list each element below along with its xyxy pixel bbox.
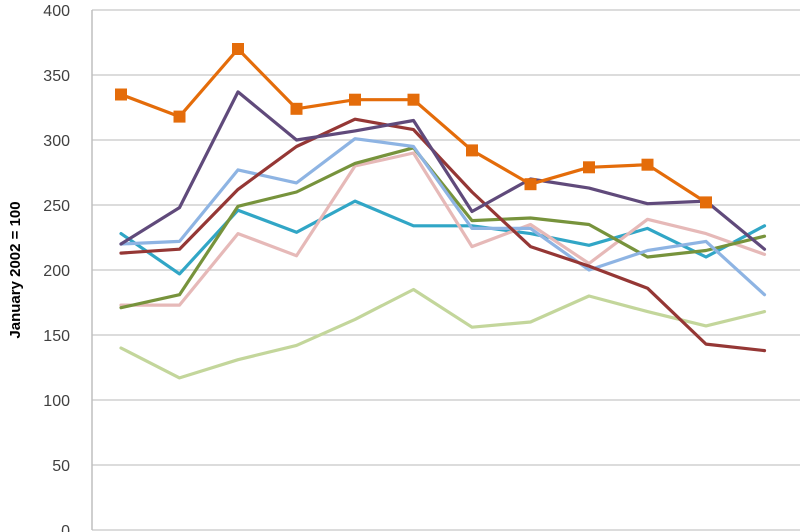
series-line [119, 287, 767, 380]
series-4 [119, 137, 767, 297]
series-5 [119, 146, 767, 310]
y-axis-ticks: 0 50 100 150 200 250 300 350 400 [43, 3, 70, 532]
series-6 [119, 151, 767, 307]
data-point-marker [700, 196, 712, 209]
data-point-marker [583, 161, 595, 174]
series-2 [119, 90, 767, 251]
data-point-marker [115, 88, 127, 101]
series-line [119, 47, 708, 204]
data-point-marker [524, 178, 537, 191]
data-point-marker [641, 158, 654, 171]
series-line [119, 151, 767, 307]
series-1 [115, 43, 712, 209]
y-tick-label: 350 [43, 68, 70, 85]
data-point-marker [173, 110, 186, 123]
y-tick-label: 150 [43, 328, 70, 345]
y-tick-label: 300 [43, 133, 70, 150]
series-line [119, 137, 767, 297]
y-tick-label: 250 [43, 198, 70, 215]
data-point-marker [466, 144, 478, 157]
y-tick-label: 100 [43, 393, 70, 410]
gridlines [92, 9, 800, 531]
y-tick-label: 0 [61, 523, 70, 532]
series-8 [119, 287, 767, 380]
series-line [119, 146, 767, 310]
series-group [115, 43, 767, 380]
y-tick-label: 400 [43, 3, 70, 20]
series-line [119, 117, 767, 353]
y-tick-label: 200 [43, 263, 70, 280]
data-point-marker [349, 93, 361, 106]
data-point-marker [407, 93, 420, 106]
data-point-marker [232, 43, 244, 55]
y-tick-label: 50 [52, 458, 70, 475]
series-line [119, 90, 767, 251]
y-axis-label: January 2002 = 100 [7, 201, 24, 338]
series-3 [119, 117, 767, 353]
data-point-marker [290, 102, 303, 115]
